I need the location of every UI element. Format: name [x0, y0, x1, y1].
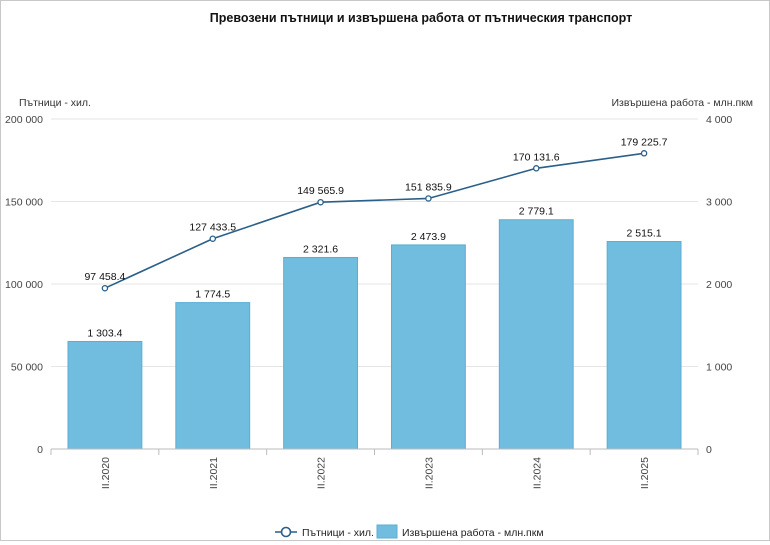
- legend-label-work: Извършена работа - млн.пкм: [402, 527, 544, 539]
- line-point: [533, 165, 540, 172]
- bar: [283, 256, 359, 450]
- bar: [175, 302, 251, 450]
- right-tick-label: 4 000: [706, 114, 732, 126]
- line-point: [209, 235, 216, 242]
- x-category-label: II.2023: [423, 457, 435, 489]
- line-value-label: 151 835.9: [405, 181, 452, 193]
- x-category-label: II.2021: [208, 457, 220, 489]
- right-tick-label: 2 000: [706, 279, 732, 291]
- passengers-line: [104, 152, 645, 289]
- bar: [67, 340, 143, 450]
- bar-value-label: 1 303.4: [87, 327, 122, 339]
- bar: [498, 219, 574, 450]
- left-tick-label: 0: [37, 444, 43, 456]
- bar-value-label: 2 473.9: [411, 231, 446, 243]
- line-value-label: 149 565.9: [297, 185, 344, 197]
- bar: [390, 244, 466, 450]
- legend: Пътници - хил. Извършена работа - млн.пк…: [275, 524, 544, 539]
- legend-label-passengers: Пътници - хил.: [302, 527, 374, 539]
- axes-layer: 0 50 000 100 000 150 000 200 000 0 1 000 2 000 3…: [5, 114, 732, 489]
- line-point: [101, 284, 109, 292]
- legend-bar-swatch: [376, 524, 398, 539]
- left-tick-label: 50 000: [11, 362, 43, 374]
- bar: [606, 241, 682, 450]
- line-point: [425, 195, 432, 202]
- right-tick-label: 0: [706, 444, 712, 456]
- labels-layer: 1 303.4 1 774.5 2 321.6 2 473.9 2 779.1 2 515…: [84, 136, 667, 339]
- line-point: [640, 150, 648, 157]
- chart-title: Превозени пътници и извършена работа от …: [210, 11, 632, 25]
- right-tick-label: 3 000: [706, 197, 732, 209]
- line-value-label: 170 131.6: [513, 151, 560, 163]
- bar-value-label: 2 515.1: [627, 228, 662, 240]
- bar-value-label: 1 774.5: [195, 289, 230, 301]
- bars-layer: [67, 219, 682, 450]
- line-value-label: 127 433.5: [189, 222, 236, 234]
- bar-value-label: 2 321.6: [303, 243, 338, 255]
- x-category-label: II.2025: [639, 457, 651, 489]
- bar-value-label: 2 779.1: [519, 206, 554, 218]
- left-tick-label: 150 000: [5, 197, 43, 209]
- left-tick-label: 200 000: [5, 114, 43, 126]
- grid-layer: [51, 118, 698, 367]
- x-category-label: II.2022: [316, 457, 328, 489]
- right-axis-title: Извършена работа - млн.пкм: [611, 97, 753, 109]
- line-point: [317, 198, 324, 206]
- line-value-label: 179 225.7: [621, 136, 668, 148]
- x-category-label: II.2020: [100, 457, 112, 489]
- right-tick-label: 1 000: [706, 362, 732, 374]
- left-tick-label: 100 000: [5, 279, 43, 291]
- left-axis-title: Пътници - хил.: [19, 97, 91, 109]
- x-category-label: II.2024: [531, 457, 543, 489]
- line-layer: [101, 150, 648, 292]
- line-value-label: 97 458.4: [84, 271, 125, 283]
- legend-line-marker: [280, 526, 292, 538]
